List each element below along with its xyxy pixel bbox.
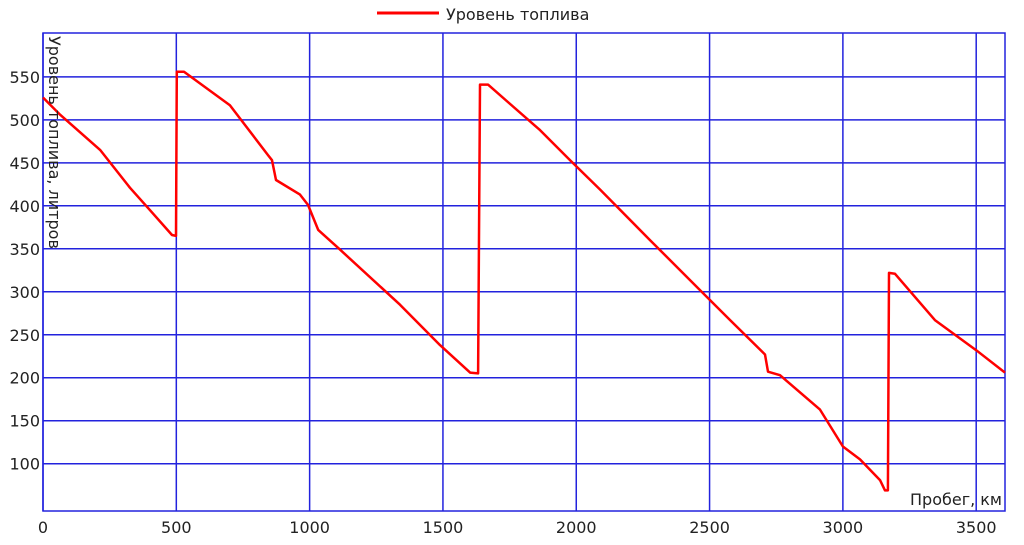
y-tick-label: 300 (9, 283, 40, 302)
y-tick-label: 500 (9, 111, 40, 130)
x-tick-labels: 0 500 1000 1500 2000 2500 3000 3500 (38, 518, 997, 537)
y-tick-label: 150 (9, 412, 40, 431)
y-tick-label: 400 (9, 197, 40, 216)
legend-label: Уровень топлива (446, 5, 589, 24)
x-axis-label: Пробег, км (910, 490, 1002, 509)
x-tick-label: 2000 (556, 518, 597, 537)
y-tick-labels: 100 150 200 250 300 350 400 450 500 550 (9, 68, 40, 474)
x-tick-label: 2500 (689, 518, 730, 537)
x-tick-label: 3000 (823, 518, 864, 537)
grid (42, 32, 1006, 512)
x-tick-label: 1000 (289, 518, 330, 537)
y-tick-label: 350 (9, 240, 40, 259)
y-tick-label: 100 (9, 455, 40, 474)
y-tick-label: 450 (9, 154, 40, 173)
y-axis-label: Уровень топлива, литров (45, 36, 64, 249)
x-tick-label: 500 (161, 518, 192, 537)
legend: Уровень топлива (377, 5, 589, 24)
y-tick-label: 200 (9, 369, 40, 388)
y-tick-label: 550 (9, 68, 40, 87)
x-tick-label: 0 (38, 518, 48, 537)
x-tick-label: 1500 (423, 518, 464, 537)
x-tick-label: 3500 (956, 518, 997, 537)
series-line-fuel-level (42, 70, 1006, 492)
y-tick-label: 250 (9, 326, 40, 345)
plot-frame (42, 32, 1006, 512)
